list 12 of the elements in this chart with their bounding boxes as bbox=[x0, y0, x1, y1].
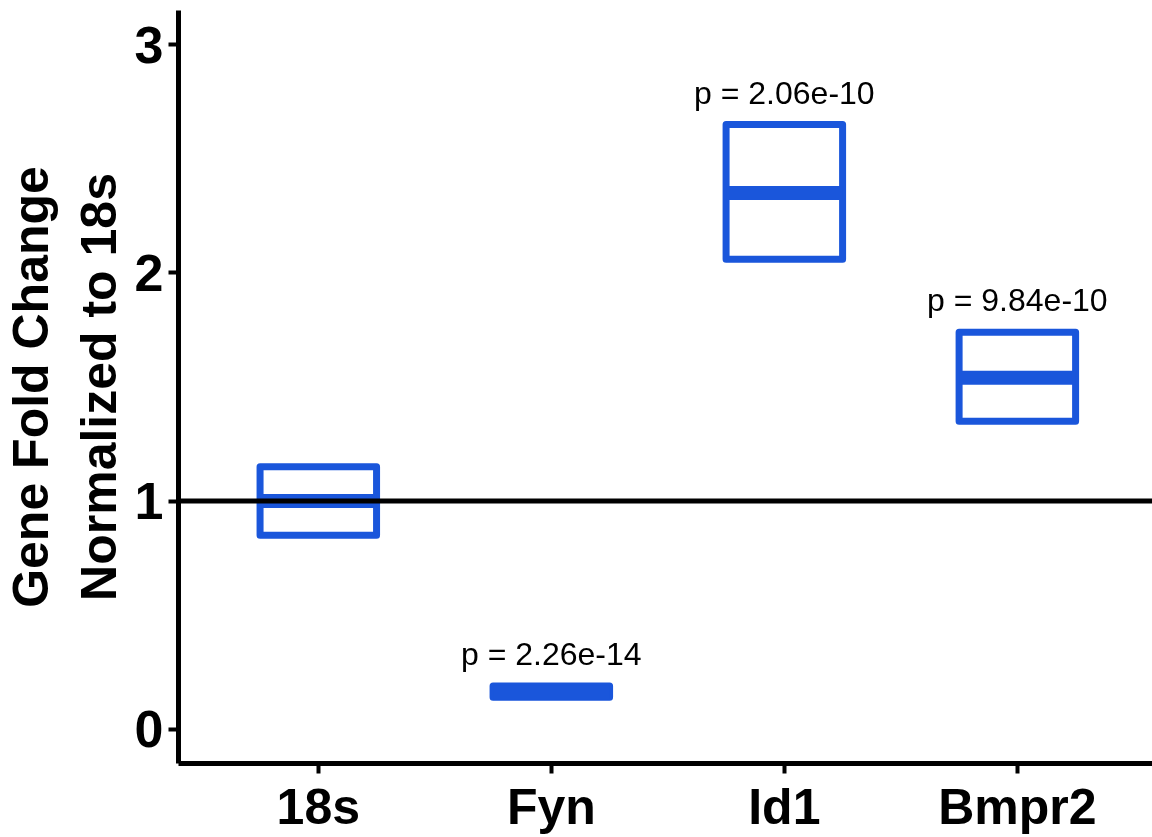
x-tick-label: Fyn bbox=[506, 778, 596, 835]
annotation: p = 2.06e-10 bbox=[694, 74, 875, 111]
x-tick-label: 18s bbox=[276, 778, 361, 835]
y-tick-label: 3 bbox=[134, 15, 164, 74]
annotation: p = 9.84e-10 bbox=[927, 282, 1108, 319]
x-tick-label: Bmpr2 bbox=[938, 778, 1097, 835]
y-axis-title: Gene Fold Change Normalized to 18s bbox=[3, 166, 127, 608]
y-tick-label: 0 bbox=[134, 700, 164, 759]
y-tick-label: 2 bbox=[134, 243, 164, 302]
x-tick-label: Id1 bbox=[748, 778, 821, 835]
y-tick-label: 1 bbox=[134, 472, 164, 531]
annotation: p = 2.26e-14 bbox=[461, 635, 642, 672]
